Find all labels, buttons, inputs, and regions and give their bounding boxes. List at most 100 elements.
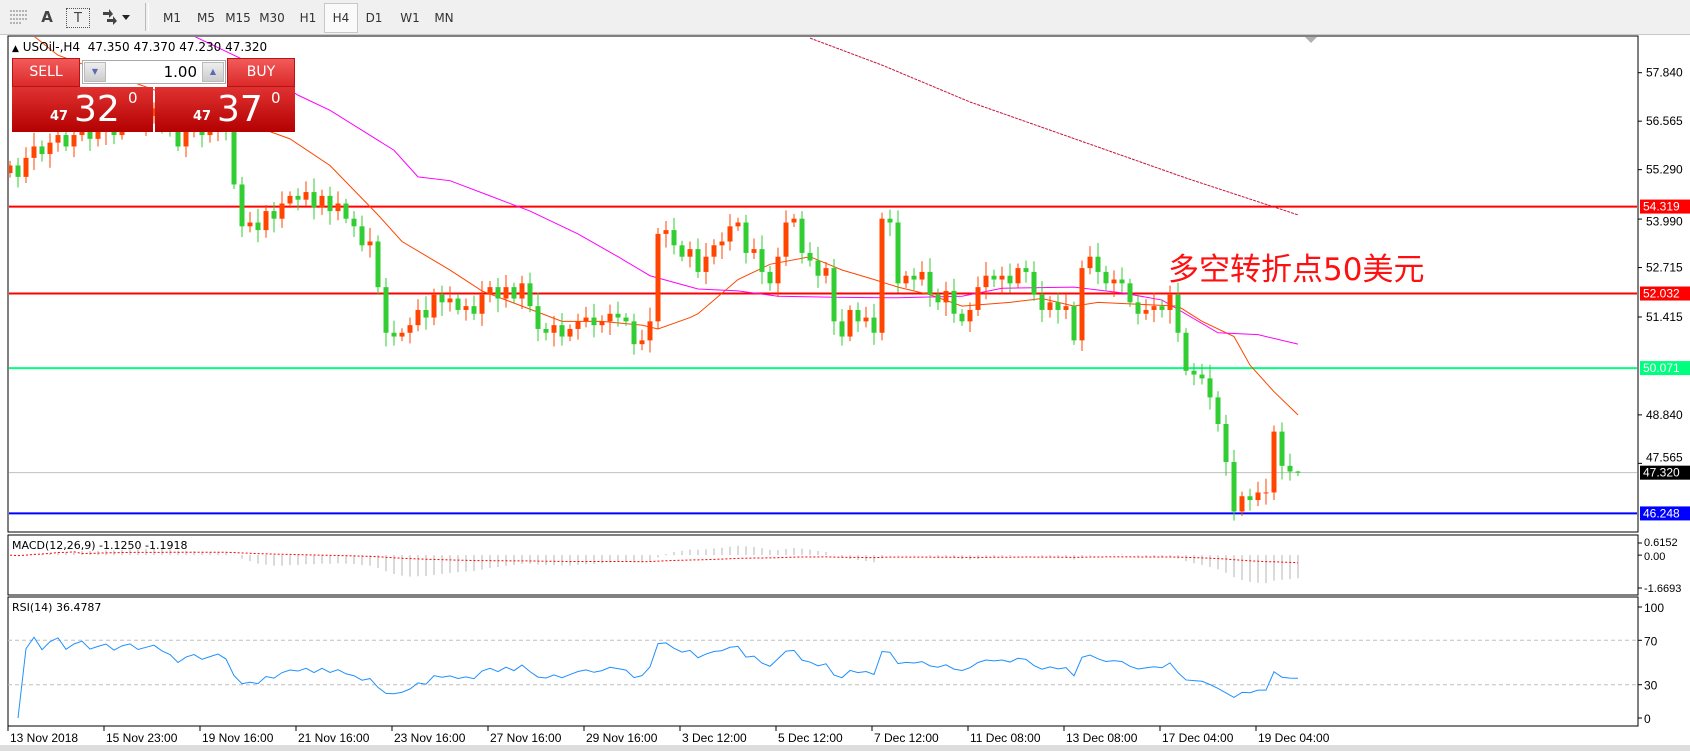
price-tick-label: 52.715 [1646, 261, 1683, 275]
price-line-label: 50.071 [1643, 361, 1680, 375]
candle [279, 191, 285, 228]
macd-pane-frame [7, 534, 1639, 596]
rsi-tick-label: 70 [1644, 634, 1658, 648]
text-box-icon[interactable]: T [66, 8, 90, 28]
timeframe-h4[interactable]: H4 [324, 3, 358, 33]
candle-body [791, 218, 797, 223]
candle [1103, 265, 1109, 291]
candle [1271, 425, 1277, 501]
candle-body [487, 287, 493, 295]
candle [1279, 422, 1285, 480]
sell-button[interactable]: SELL [12, 58, 80, 87]
candle [311, 178, 317, 220]
candle [271, 201, 277, 233]
candle-body [855, 309, 861, 322]
candle [1079, 260, 1085, 352]
candle [255, 208, 261, 243]
candle-body [679, 245, 685, 257]
candle [1047, 296, 1053, 318]
candle-body [559, 325, 565, 337]
timeframe-m1[interactable]: M1 [163, 11, 181, 25]
candle-body [847, 309, 853, 337]
candle-body [271, 211, 277, 219]
price-line-label-bg [1640, 465, 1690, 480]
candle-body [1103, 271, 1109, 284]
candle [847, 305, 853, 342]
time-tick-label: 7 Dec 12:00 [874, 731, 939, 745]
candle [927, 258, 933, 307]
candle [919, 261, 925, 286]
candle-body [1199, 374, 1205, 379]
candle [655, 227, 661, 329]
candle-body [87, 127, 93, 139]
timeframe-h1[interactable]: H1 [299, 11, 317, 25]
candle-body [367, 241, 373, 246]
candle-body [1039, 294, 1045, 310]
candle-body [1071, 306, 1077, 341]
candle [639, 329, 645, 351]
candle-body [351, 218, 357, 227]
candle [591, 303, 597, 338]
candle-body [687, 249, 693, 257]
lot-size-value[interactable]: 1.00 [163, 63, 197, 81]
candle-body [63, 135, 69, 147]
candle-body [607, 313, 613, 322]
candle-body [959, 313, 965, 322]
candle-body [1279, 431, 1285, 466]
candle [335, 191, 341, 221]
sell-price-small: 47 [50, 109, 69, 124]
lot-size-field[interactable]: ▼ 1.00 ▲ [82, 60, 226, 84]
moving-average-line [809, 37, 1299, 216]
candle [1239, 491, 1245, 517]
collapse-triangle-icon[interactable]: ▲ [12, 44, 19, 54]
time-tick-label: 29 Nov 16:00 [586, 731, 658, 745]
candle [487, 281, 493, 303]
candle [9, 160, 13, 178]
candle-body [23, 157, 29, 177]
candle-body [335, 203, 341, 212]
candle-body [9, 165, 13, 174]
candle-body [151, 108, 157, 117]
candle [1143, 299, 1149, 320]
time-tick-label: 3 Dec 12:00 [682, 731, 747, 745]
lot-increase-button[interactable]: ▲ [202, 62, 224, 82]
timeframe-mn[interactable]: MN [434, 11, 454, 25]
candle-body [615, 313, 621, 318]
candle [303, 181, 309, 206]
candle-body [1047, 302, 1053, 310]
candle [631, 313, 637, 355]
sell-price-big: 32 [74, 89, 120, 130]
candle-body [1175, 294, 1181, 333]
candle-body [983, 275, 989, 288]
candle [71, 127, 77, 158]
price-line-label-bg [1640, 506, 1690, 521]
candle-body [647, 321, 653, 341]
candle-body [423, 309, 429, 318]
candle-body [399, 332, 405, 337]
timeframe-d1[interactable]: D1 [365, 11, 383, 25]
candle [1207, 364, 1213, 410]
buy-button[interactable]: BUY [227, 58, 295, 87]
candle [871, 303, 877, 345]
text-label-icon[interactable]: A [41, 8, 53, 26]
candle-body [375, 241, 381, 288]
buy-price-small: 47 [193, 109, 212, 124]
timeframe-w1[interactable]: W1 [400, 11, 420, 25]
candle-body [95, 131, 101, 139]
candle [855, 302, 861, 332]
candle-body [975, 287, 981, 310]
lot-decrease-button[interactable]: ▼ [84, 62, 106, 82]
arrows-icon[interactable] [98, 6, 132, 28]
buy-price-button[interactable]: 47 37 0 [155, 87, 295, 132]
timeframe-m5[interactable]: M5 [197, 11, 215, 25]
candle [703, 243, 709, 285]
toolbar: A T M1 M5 M15 M30 H1 H4 D1 W1 MN [0, 0, 1690, 35]
grid-lines-icon[interactable] [6, 6, 32, 28]
timeframe-m30[interactable]: M30 [259, 11, 285, 25]
candle [751, 238, 757, 259]
candle-body [623, 317, 629, 322]
candle-body [447, 298, 453, 303]
timeframe-m15[interactable]: M15 [225, 11, 251, 25]
sell-price-button[interactable]: 47 32 0 [12, 87, 153, 132]
